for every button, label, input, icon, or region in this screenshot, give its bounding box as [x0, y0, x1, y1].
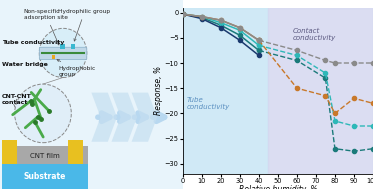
Polygon shape	[91, 93, 117, 142]
Polygon shape	[132, 93, 157, 142]
Text: Hydrophobic
group: Hydrophobic group	[57, 59, 96, 77]
Text: Non-specific
adsorption site: Non-specific adsorption site	[24, 9, 68, 45]
FancyBboxPatch shape	[60, 44, 65, 49]
Circle shape	[15, 84, 71, 143]
Text: Substrate: Substrate	[23, 172, 66, 181]
Text: CNT film: CNT film	[30, 153, 60, 159]
Circle shape	[39, 28, 87, 77]
Text: Tube
conductivity: Tube conductivity	[186, 97, 230, 110]
FancyBboxPatch shape	[2, 164, 88, 189]
Text: CNT-CNT
contact: CNT-CNT contact	[2, 94, 32, 105]
FancyBboxPatch shape	[2, 140, 18, 164]
FancyBboxPatch shape	[71, 44, 75, 49]
FancyBboxPatch shape	[68, 140, 83, 164]
Text: Contact
conductivity: Contact conductivity	[293, 28, 336, 41]
Y-axis label: Response, %: Response, %	[154, 66, 163, 115]
Text: Tube conductivity: Tube conductivity	[2, 40, 64, 45]
Bar	[183, 8, 269, 174]
FancyBboxPatch shape	[0, 0, 183, 189]
Bar	[269, 8, 373, 174]
FancyBboxPatch shape	[2, 146, 88, 164]
Text: Hydrophilic group: Hydrophilic group	[59, 9, 111, 41]
FancyBboxPatch shape	[39, 47, 87, 60]
Polygon shape	[112, 93, 137, 142]
Text: Water bridge: Water bridge	[2, 62, 48, 67]
X-axis label: Relative humidity, %: Relative humidity, %	[239, 185, 317, 189]
FancyBboxPatch shape	[52, 55, 55, 59]
